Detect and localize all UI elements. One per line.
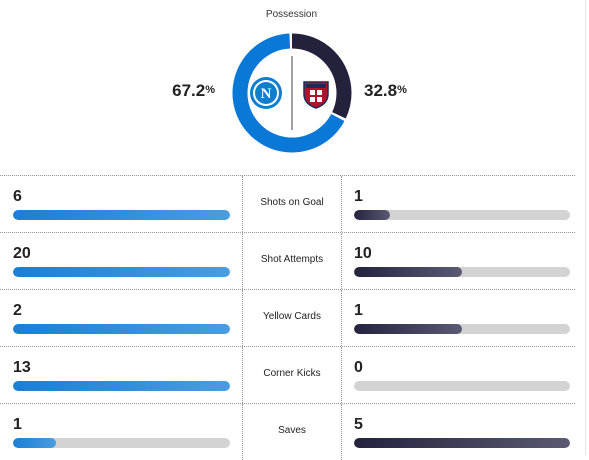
home-stat-value: 2 [13, 302, 22, 319]
away-stat-bar [354, 324, 570, 334]
home-stat-value: 1 [13, 416, 22, 433]
column-divider [341, 233, 342, 289]
stat-row: 13 Corner Kicks 0 [0, 346, 575, 403]
away-stat-value: 1 [354, 302, 363, 319]
away-stat-bar [354, 210, 570, 220]
home-possession-value: 67.2% [172, 80, 215, 102]
away-stat-bar [354, 381, 570, 391]
cagliari-crest-icon [303, 81, 329, 109]
away-stat-value: 1 [354, 188, 363, 205]
stat-row: 1 Saves 5 [0, 403, 575, 460]
napoli-crest-icon: N [250, 77, 282, 109]
column-divider [242, 347, 243, 403]
home-stat-bar [13, 210, 230, 220]
stat-label: Corner Kicks [263, 368, 321, 379]
stat-label: Shot Attempts [260, 254, 324, 265]
away-stat-bar-fill [354, 267, 462, 277]
column-divider [242, 404, 243, 460]
stat-label: Yellow Cards [263, 311, 321, 322]
away-possession-number: 32.8 [364, 81, 398, 100]
away-possession-arc [232, 33, 352, 153]
away-stat-value: 10 [354, 245, 372, 262]
column-divider [242, 176, 243, 232]
possession-donut [232, 33, 352, 153]
home-stat-bar [13, 324, 230, 334]
home-possession-unit: % [205, 84, 215, 96]
away-stat-bar-fill [354, 438, 570, 448]
home-stat-bar-fill [13, 381, 230, 391]
stats-table: 6 Shots on Goal 1 20 Shot Attempts 10 2 Yellow … [0, 175, 575, 460]
home-stat-bar [13, 381, 230, 391]
column-divider [242, 290, 243, 346]
away-possession-unit: % [397, 84, 407, 96]
away-stat-bar [354, 267, 570, 277]
column-divider [242, 233, 243, 289]
home-stat-value: 6 [13, 188, 22, 205]
home-stat-bar-fill [13, 324, 230, 334]
column-divider [341, 176, 342, 232]
stat-row: 20 Shot Attempts 10 [0, 232, 575, 289]
away-stat-bar-fill [354, 210, 391, 220]
stat-row: 2 Yellow Cards 1 [0, 289, 575, 346]
home-stat-value: 20 [13, 245, 31, 262]
away-stat-bar [354, 438, 570, 448]
home-stat-bar-fill [13, 267, 230, 277]
stat-row: 6 Shots on Goal 1 [0, 175, 575, 232]
away-possession-value: 32.8% [364, 80, 407, 102]
home-stat-bar [13, 438, 230, 448]
column-divider [341, 404, 342, 460]
home-stat-value: 13 [13, 359, 31, 376]
stat-label: Shots on Goal [260, 197, 324, 208]
home-stat-bar-fill [13, 210, 230, 220]
column-divider [341, 290, 342, 346]
possession-title: Possession [265, 9, 318, 20]
away-stat-bar-fill [354, 324, 462, 334]
home-stat-bar [13, 267, 230, 277]
svg-text:N: N [261, 86, 272, 102]
stat-label: Saves [278, 425, 306, 436]
home-possession-number: 67.2 [172, 81, 206, 100]
column-divider [341, 347, 342, 403]
away-stat-value: 0 [354, 359, 363, 376]
away-stat-value: 5 [354, 416, 363, 433]
home-stat-bar-fill [13, 438, 57, 448]
